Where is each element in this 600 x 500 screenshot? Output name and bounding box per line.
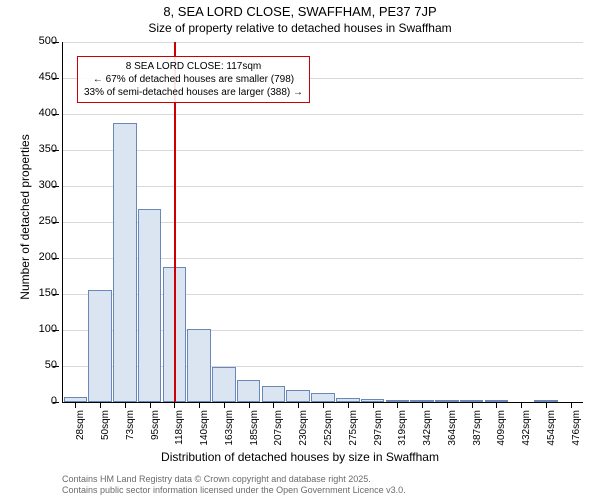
x-axis-label: Distribution of detached houses by size … (0, 450, 600, 464)
histogram-bar (286, 390, 310, 402)
x-tick (199, 402, 200, 408)
x-tick (323, 402, 324, 408)
y-tick-label: 50 (17, 359, 57, 371)
x-tick (224, 402, 225, 408)
annotation-line: 8 SEA LORD CLOSE: 117sqm (84, 60, 303, 73)
x-tick (472, 402, 473, 408)
x-tick (174, 402, 175, 408)
x-tick (571, 402, 572, 408)
histogram-bar (212, 367, 236, 402)
y-tick-label: 350 (17, 143, 57, 155)
annotation-box: 8 SEA LORD CLOSE: 117sqm← 67% of detache… (77, 56, 310, 103)
x-tick (546, 402, 547, 408)
x-tick (150, 402, 151, 408)
histogram-bar (88, 290, 112, 402)
footer-line2: Contains public sector information licen… (62, 485, 406, 496)
y-tick-label: 450 (17, 71, 57, 83)
y-tick-label: 400 (17, 107, 57, 119)
gridline (63, 42, 583, 43)
x-tick (496, 402, 497, 408)
y-tick-label: 500 (17, 35, 57, 47)
y-tick-label: 100 (17, 323, 57, 335)
footer-attribution: Contains HM Land Registry data © Crown c… (62, 474, 406, 497)
footer-line1: Contains HM Land Registry data © Crown c… (62, 474, 406, 485)
x-tick (298, 402, 299, 408)
x-tick (348, 402, 349, 408)
y-tick-label: 250 (17, 215, 57, 227)
x-tick (273, 402, 274, 408)
annotation-line: ← 67% of detached houses are smaller (79… (84, 73, 303, 86)
x-tick (422, 402, 423, 408)
x-tick (397, 402, 398, 408)
gridline (63, 186, 583, 187)
x-tick (100, 402, 101, 408)
y-tick-label: 200 (17, 251, 57, 263)
x-tick (447, 402, 448, 408)
x-tick (249, 402, 250, 408)
y-tick-label: 0 (17, 395, 57, 407)
annotation-line: 33% of semi-detached houses are larger (… (84, 86, 303, 99)
chart-title: 8, SEA LORD CLOSE, SWAFFHAM, PE37 7JP (0, 4, 600, 19)
gridline (63, 150, 583, 151)
y-tick-label: 300 (17, 179, 57, 191)
x-tick (125, 402, 126, 408)
x-tick (521, 402, 522, 408)
y-tick-label: 150 (17, 287, 57, 299)
histogram-bar (138, 209, 162, 402)
gridline (63, 114, 583, 115)
plot-area: 05010015020025030035040045050028sqm50sqm… (62, 42, 583, 403)
histogram-bar (262, 386, 286, 402)
histogram-bar (237, 380, 261, 402)
x-tick (373, 402, 374, 408)
chart-container: 8, SEA LORD CLOSE, SWAFFHAM, PE37 7JP Si… (0, 0, 600, 500)
histogram-bar (187, 329, 211, 402)
histogram-bar (311, 393, 335, 402)
x-tick (75, 402, 76, 408)
chart-subtitle: Size of property relative to detached ho… (0, 21, 600, 35)
histogram-bar (113, 123, 137, 402)
